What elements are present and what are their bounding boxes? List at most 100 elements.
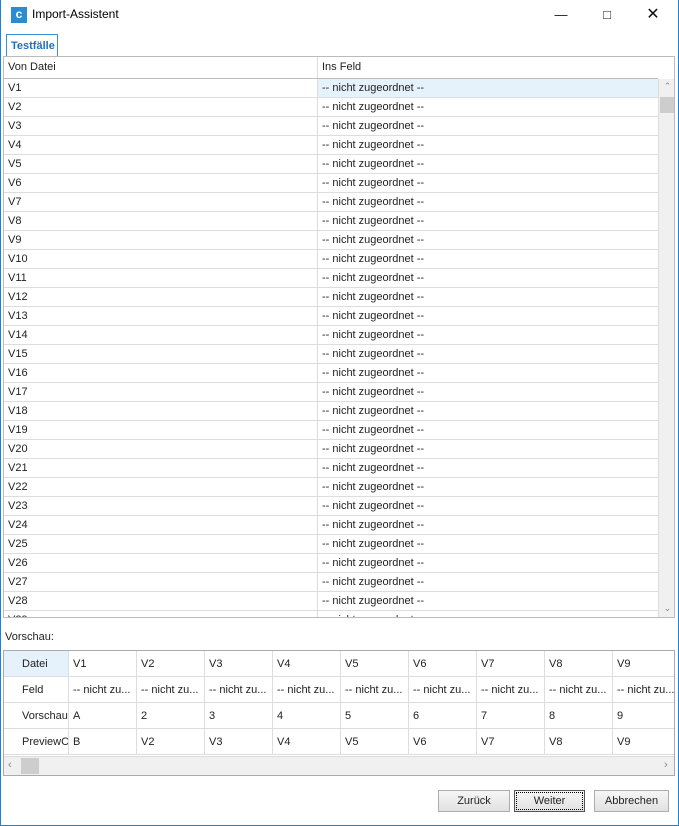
next-button[interactable]: Weiter xyxy=(514,790,585,812)
table-row[interactable]: V10 -- nicht zugeordnet -- xyxy=(4,250,658,269)
target-field-cell[interactable]: -- nicht zugeordnet -- xyxy=(317,497,658,515)
table-row[interactable]: V6 -- nicht zugeordnet -- xyxy=(4,174,658,193)
preview-cell: B xyxy=(69,729,137,755)
table-row[interactable]: V8 -- nicht zugeordnet -- xyxy=(4,212,658,231)
scrollbar-thumb[interactable] xyxy=(21,758,39,774)
target-field-cell[interactable]: -- nicht zugeordnet -- xyxy=(317,402,658,420)
target-field-cell[interactable]: -- nicht zugeordnet -- xyxy=(317,269,658,287)
table-row[interactable]: V26 -- nicht zugeordnet -- xyxy=(4,554,658,573)
scrollbar-thumb[interactable] xyxy=(660,97,674,113)
close-button[interactable]: ✕ xyxy=(646,6,660,23)
table-row[interactable]: V21 -- nicht zugeordnet -- xyxy=(4,459,658,478)
table-row[interactable]: V16 -- nicht zugeordnet -- xyxy=(4,364,658,383)
table-header: Von Datei Ins Feld xyxy=(4,57,658,79)
target-field-cell[interactable]: -- nicht zugeordnet -- xyxy=(317,136,658,154)
column-header-ins-feld[interactable]: Ins Feld xyxy=(317,57,658,78)
target-field-cell[interactable]: -- nicht zugeordnet -- xyxy=(317,421,658,439)
preview-cell: V2 xyxy=(137,651,205,677)
table-row[interactable]: V22 -- nicht zugeordnet -- xyxy=(4,478,658,497)
preview-cell: V1 xyxy=(69,651,137,677)
target-field-cell[interactable]: -- nicht zugeordnet -- xyxy=(317,117,658,135)
table-row[interactable]: V20 -- nicht zugeordnet -- xyxy=(4,440,658,459)
target-field-cell[interactable]: -- nicht zugeordnet -- xyxy=(317,345,658,363)
source-cell: V16 xyxy=(8,367,28,379)
maximize-button[interactable]: □ xyxy=(603,7,611,22)
preview-cell: V9 xyxy=(613,651,674,677)
table-row[interactable]: V9 -- nicht zugeordnet -- xyxy=(4,231,658,250)
table-row[interactable]: V3 -- nicht zugeordnet -- xyxy=(4,117,658,136)
table-row[interactable]: V23 -- nicht zugeordnet -- xyxy=(4,497,658,516)
target-field-cell[interactable]: -- nicht zugeordnet -- xyxy=(317,326,658,344)
table-row[interactable]: V13 -- nicht zugeordnet -- xyxy=(4,307,658,326)
horizontal-scrollbar[interactable]: ‹ › xyxy=(4,756,674,775)
target-field-cell[interactable]: -- nicht zugeordnet -- xyxy=(317,478,658,496)
target-field-cell[interactable]: -- nicht zugeordnet -- xyxy=(317,573,658,591)
target-field-cell[interactable]: -- nicht zugeordnet -- xyxy=(317,307,658,325)
target-field-cell[interactable]: -- nicht zugeordnet -- xyxy=(317,155,658,173)
target-field-cell[interactable]: -- nicht zugeordnet -- xyxy=(317,98,658,116)
table-row[interactable]: V29-- nicht zugeordnet -- xyxy=(4,611,658,617)
table-row[interactable]: V1 -- nicht zugeordnet -- xyxy=(4,79,658,98)
source-cell: V1 xyxy=(8,82,22,94)
source-cell: V9 xyxy=(8,234,22,246)
minimize-button[interactable]: — xyxy=(554,7,568,22)
target-field-cell[interactable]: -- nicht zugeordnet -- xyxy=(317,250,658,268)
cancel-button[interactable]: Abbrechen xyxy=(594,790,669,812)
table-row[interactable]: V15 -- nicht zugeordnet -- xyxy=(4,345,658,364)
source-cell: V25 xyxy=(8,538,28,550)
table-row[interactable]: V11 -- nicht zugeordnet -- xyxy=(4,269,658,288)
source-cell: V2 xyxy=(8,101,22,113)
target-field-cell[interactable]: -- nicht zugeordnet -- xyxy=(317,592,658,610)
target-field-cell[interactable]: -- nicht zugeordnet -- xyxy=(317,364,658,382)
target-field-cell[interactable]: -- nicht zugeordnet -- xyxy=(317,193,658,211)
table-row[interactable]: V25 -- nicht zugeordnet -- xyxy=(4,535,658,554)
target-field-cell[interactable]: -- nicht zugeordnet -- xyxy=(317,212,658,230)
preview-row-header: Vorschau xyxy=(4,703,69,729)
preview-row: Datei V1 V2 V3 V4 V5 V6 V7 V8 V9 xyxy=(4,651,674,677)
target-field-cell[interactable]: -- nicht zugeordnet -- xyxy=(317,231,658,249)
target-field-cell[interactable]: -- nicht zugeordnet -- xyxy=(317,174,658,192)
target-field-cell[interactable]: -- nicht zugeordnet -- xyxy=(317,535,658,553)
target-field-cell[interactable]: -- nicht zugeordnet -- xyxy=(317,611,658,617)
preview-grid: Datei V1 V2 V3 V4 V5 V6 V7 V8 V9 Feld -- nicht zu..… xyxy=(3,650,675,776)
table-row[interactable]: V24 -- nicht zugeordnet -- xyxy=(4,516,658,535)
target-field-cell[interactable]: -- nicht zugeordnet -- xyxy=(317,79,658,97)
table-row[interactable]: V12 -- nicht zugeordnet -- xyxy=(4,288,658,307)
table-row[interactable]: V4 -- nicht zugeordnet -- xyxy=(4,136,658,155)
table-row[interactable]: V2 -- nicht zugeordnet -- xyxy=(4,98,658,117)
target-field-cell[interactable]: -- nicht zugeordnet -- xyxy=(317,440,658,458)
table-row[interactable]: V14 -- nicht zugeordnet -- xyxy=(4,326,658,345)
preview-cell: V2 xyxy=(137,729,205,755)
table-row[interactable]: V19 -- nicht zugeordnet -- xyxy=(4,421,658,440)
source-cell: V11 xyxy=(8,272,27,284)
scroll-down-icon[interactable]: ⌄ xyxy=(663,603,672,613)
target-field-cell[interactable]: -- nicht zugeordnet -- xyxy=(317,516,658,534)
back-button[interactable]: Zurück xyxy=(438,790,510,812)
table-row[interactable]: V28 -- nicht zugeordnet -- xyxy=(4,592,658,611)
title-bar: c Import-Assistent — □ ✕ xyxy=(1,0,679,30)
preview-cell: V3 xyxy=(205,651,273,677)
preview-cell: V4 xyxy=(273,729,341,755)
tab-testfaelle[interactable]: Testfälle xyxy=(6,34,58,56)
target-field-cell[interactable]: -- nicht zugeordnet -- xyxy=(317,554,658,572)
source-cell: V6 xyxy=(8,177,22,189)
scroll-right-icon[interactable]: › xyxy=(664,759,668,771)
target-field-cell[interactable]: -- nicht zugeordnet -- xyxy=(317,459,658,477)
vertical-scrollbar[interactable]: ⌃ ⌄ xyxy=(658,79,674,617)
scroll-up-icon[interactable]: ⌃ xyxy=(663,81,672,91)
preview-cell: V8 xyxy=(545,729,613,755)
source-cell: V4 xyxy=(8,139,22,151)
target-field-cell[interactable]: -- nicht zugeordnet -- xyxy=(317,288,658,306)
source-cell: V15 xyxy=(8,348,28,360)
table-row[interactable]: V17 -- nicht zugeordnet -- xyxy=(4,383,658,402)
table-row[interactable]: V7 -- nicht zugeordnet -- xyxy=(4,193,658,212)
target-field-cell[interactable]: -- nicht zugeordnet -- xyxy=(317,383,658,401)
window-title: Import-Assistent xyxy=(32,7,119,21)
table-row[interactable]: V27 -- nicht zugeordnet -- xyxy=(4,573,658,592)
column-header-von-datei[interactable]: Von Datei xyxy=(8,61,56,73)
scroll-left-icon[interactable]: ‹ xyxy=(8,759,12,771)
table-row[interactable]: V5 -- nicht zugeordnet -- xyxy=(4,155,658,174)
table-row[interactable]: V18 -- nicht zugeordnet -- xyxy=(4,402,658,421)
preview-cell: V9 xyxy=(613,729,674,755)
